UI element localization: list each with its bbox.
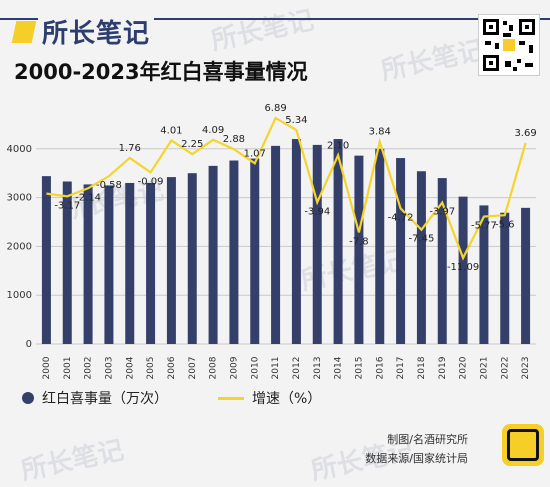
legend-line-swatch (218, 396, 244, 400)
y-tick-label: 2000 (7, 241, 32, 252)
bar (104, 185, 114, 344)
x-tick-label: 2003 (104, 357, 114, 380)
x-tick-label: 2021 (479, 357, 489, 380)
bar (208, 165, 218, 344)
x-tick-label: 2023 (521, 357, 531, 380)
bar (458, 196, 468, 344)
bar (41, 176, 51, 344)
data-label: -7.45 (408, 234, 434, 245)
page-title: 2000-2023年红白喜事量情况 (14, 60, 308, 84)
x-tick-label: 2007 (188, 357, 198, 380)
bar (146, 182, 156, 344)
bar (479, 205, 489, 344)
x-tick-label: 2006 (167, 356, 177, 379)
bar (271, 145, 281, 344)
qr-code-icon (478, 14, 540, 76)
data-label: -0.58 (96, 180, 122, 191)
legend: 红白喜事量（万次） 增速（%） (22, 388, 321, 408)
data-label: -4.72 (388, 212, 414, 223)
data-label: 1.07 (244, 148, 266, 159)
data-label: -0.09 (138, 176, 164, 187)
y-tick-label: 4000 (7, 144, 32, 155)
bar (375, 148, 385, 344)
legend-bar-label: 红白喜事量（万次） (42, 391, 168, 407)
x-tick-label: 2015 (354, 357, 364, 380)
bar (250, 158, 260, 344)
x-tick-label: 2013 (313, 357, 323, 380)
brand-name: 所长笔记 (38, 13, 155, 50)
x-tick-label: 2008 (209, 356, 219, 379)
bar (166, 177, 176, 344)
x-tick-label: 2004 (125, 356, 135, 379)
data-label: 4.09 (202, 125, 224, 136)
data-label: 5.34 (285, 115, 307, 126)
data-label: -11.09 (447, 262, 479, 273)
x-tick-label: 2001 (63, 357, 73, 380)
data-label: 2.25 (181, 139, 203, 150)
data-label: 3.69 (514, 128, 536, 139)
x-tick-label: 2016 (375, 356, 385, 379)
brand-logo: 所长笔记 (11, 13, 155, 50)
x-tick-label: 2017 (396, 357, 406, 380)
bar (125, 182, 135, 344)
x-tick-label: 2011 (271, 357, 281, 380)
bar (229, 160, 239, 344)
data-label: 2.10 (327, 140, 349, 151)
bar (396, 158, 406, 344)
x-tick-label: 2005 (146, 357, 156, 380)
data-label: 6.89 (264, 103, 286, 114)
bar (62, 181, 72, 344)
credit-source: 数据来源/国家统计局 (365, 452, 468, 465)
bar (521, 207, 531, 344)
data-label: 4.01 (160, 125, 182, 136)
y-tick-label: 0 (26, 339, 32, 350)
bar (333, 139, 343, 344)
credit-maker: 制图/名酒研究所 (387, 433, 468, 446)
bar (437, 178, 447, 344)
data-label: 1.76 (119, 143, 141, 154)
data-label: -2.14 (75, 192, 101, 203)
x-tick-label: 2010 (250, 356, 260, 379)
bar (312, 144, 322, 344)
chart: -3.17-2.14-0.58 1.76 -0.09 4.01 2.25 4.092.88… (7, 103, 537, 380)
data-label: -3.94 (304, 206, 330, 217)
credits: 制图/名酒研究所 数据来源/国家统计局 (365, 430, 468, 468)
data-label: 2.88 (223, 134, 245, 145)
x-tick-label: 2022 (500, 357, 510, 380)
bar (500, 212, 510, 344)
x-tick-label: 2009 (229, 356, 239, 379)
x-tick-label: 2014 (334, 356, 344, 379)
data-label: -3.97 (429, 207, 455, 218)
x-tick-label: 2002 (84, 357, 94, 380)
data-label: -5.6 (495, 219, 515, 230)
x-tick-label: 2018 (417, 356, 427, 379)
data-label: -7.8 (349, 236, 369, 247)
data-label: 3.84 (369, 127, 391, 138)
x-tick-label: 2020 (459, 356, 469, 379)
legend-line-label: 增速（%） (252, 391, 322, 407)
growth-line (46, 116, 527, 261)
bar (416, 171, 426, 344)
mingjiu-logo-icon (502, 424, 544, 466)
x-tick-label: 2000 (42, 356, 52, 379)
data-label: -3.17 (54, 200, 80, 211)
bar (291, 139, 301, 344)
bar (83, 184, 93, 344)
header-rule (0, 18, 550, 20)
bar (187, 173, 197, 344)
legend-bar-swatch (22, 392, 34, 404)
x-tick-label: 2019 (438, 356, 448, 379)
data-label: -5.77 (471, 221, 497, 232)
bar (354, 155, 364, 344)
y-tick-label: 1000 (7, 290, 32, 301)
y-tick-label: 3000 (7, 193, 32, 204)
x-tick-label: 2012 (292, 357, 302, 380)
